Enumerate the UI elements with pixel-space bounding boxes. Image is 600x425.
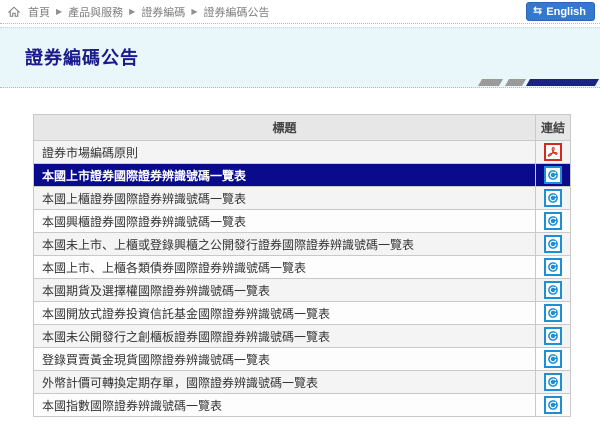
breadcrumb-separator-icon: ▶ (56, 7, 63, 16)
web-link-icon[interactable] (544, 212, 562, 230)
language-button-label: English (546, 5, 586, 18)
table-row: 外幣計價可轉換定期存單，國際證券辨識號碼一覽表 (33, 370, 571, 394)
language-switch-button[interactable]: ⇆ English (526, 2, 595, 21)
table-row: 證券市場編碼原則 (33, 140, 571, 164)
row-title-link[interactable]: 本國開放式證券投資信託基金國際證券辨識號碼一覽表 (42, 306, 331, 321)
page-title: 證券編碼公告 (25, 48, 139, 68)
breadcrumb-item-products-services[interactable]: 產品與服務 (68, 6, 124, 19)
row-title-link[interactable]: 外幣計價可轉換定期存單，國際證券辨識號碼一覽表 (42, 375, 319, 390)
web-link-icon[interactable] (544, 281, 562, 299)
breadcrumb-item-current-page[interactable]: 證券編碼公告 (203, 6, 270, 19)
table-row: 本國上櫃證券國際證券辨識號碼一覽表 (33, 186, 571, 210)
breadcrumb-home[interactable]: 首頁 (28, 6, 50, 19)
web-link-icon[interactable] (544, 189, 562, 207)
decorative-slash (504, 79, 527, 86)
web-link-icon[interactable] (544, 396, 562, 414)
breadcrumb: 首頁 ▶ 產品與服務 ▶ 證券編碼 ▶ 證券編碼公告 (0, 0, 600, 24)
table-row: 本國未上市、上櫃或登錄興櫃之公開發行證券國際證券辨識號碼一覽表 (33, 232, 571, 256)
row-title-link[interactable]: 本國未公開發行之創櫃板證券國際證券辨識號碼一覽表 (42, 329, 331, 344)
page-title-band: 證券編碼公告 (0, 27, 600, 88)
announcement-table: 標題 連結 證券市場編碼原則 本國上市證券國際證券辨識號碼一覽表 (33, 114, 571, 417)
breadcrumb-item-securities-code[interactable]: 證券編碼 (141, 6, 186, 19)
web-link-icon[interactable] (544, 166, 562, 184)
decorative-bar (525, 79, 600, 86)
table-row: 本國上市、上櫃各類債券國際證券辨識號碼一覽表 (33, 255, 571, 279)
swap-arrows-icon: ⇆ (533, 5, 543, 17)
table-row: 本國期貨及選擇權國際證券辨識號碼一覽表 (33, 278, 571, 302)
row-title-link[interactable]: 本國期貨及選擇權國際證券辨識號碼一覽表 (42, 283, 271, 298)
row-title-link[interactable]: 證券市場編碼原則 (42, 145, 139, 160)
row-title-link[interactable]: 本國上市、上櫃各類債券國際證券辨識號碼一覽表 (42, 260, 307, 275)
breadcrumb-separator-icon: ▶ (129, 7, 136, 16)
column-header-link: 連結 (535, 114, 571, 141)
table-row: 本國指數國際證券辨識號碼一覽表 (33, 393, 571, 417)
row-title-link[interactable]: 本國指數國際證券辨識號碼一覽表 (42, 398, 223, 413)
table-row: 登錄買賣黃金現貨國際證券辨識號碼一覽表 (33, 347, 571, 371)
row-title-link[interactable]: 本國興櫃證券國際證券辨識號碼一覽表 (42, 214, 247, 229)
decorative-slash (477, 79, 504, 86)
table-row: 本國未公開發行之創櫃板證券國際證券辨識號碼一覽表 (33, 324, 571, 348)
table-row: 本國開放式證券投資信託基金國際證券辨識號碼一覽表 (33, 301, 571, 325)
home-icon (7, 6, 21, 18)
web-link-icon[interactable] (544, 304, 562, 322)
row-title-link[interactable]: 本國上市證券國際證券辨識號碼一覽表 (42, 168, 247, 183)
row-title-link[interactable]: 本國未上市、上櫃或登錄興櫃之公開發行證券國際證券辨識號碼一覽表 (42, 237, 415, 252)
breadcrumb-separator-icon: ▶ (191, 7, 198, 16)
web-link-icon[interactable] (544, 350, 562, 368)
row-title-link[interactable]: 登錄買賣黃金現貨國際證券辨識號碼一覽表 (42, 352, 271, 367)
row-title-link[interactable]: 本國上櫃證券國際證券辨識號碼一覽表 (42, 191, 247, 206)
web-link-icon[interactable] (544, 235, 562, 253)
table-row: 本國上市證券國際證券辨識號碼一覽表 (33, 163, 571, 187)
table-body: 證券市場編碼原則 本國上市證券國際證券辨識號碼一覽表 (33, 140, 571, 417)
table-row: 本國興櫃證券國際證券辨識號碼一覽表 (33, 209, 571, 233)
web-link-icon[interactable] (544, 373, 562, 391)
column-header-title: 標題 (33, 114, 536, 141)
web-link-icon[interactable] (544, 258, 562, 276)
web-link-icon[interactable] (544, 327, 562, 345)
pdf-file-icon[interactable] (544, 143, 562, 161)
table-header-row: 標題 連結 (33, 114, 571, 141)
